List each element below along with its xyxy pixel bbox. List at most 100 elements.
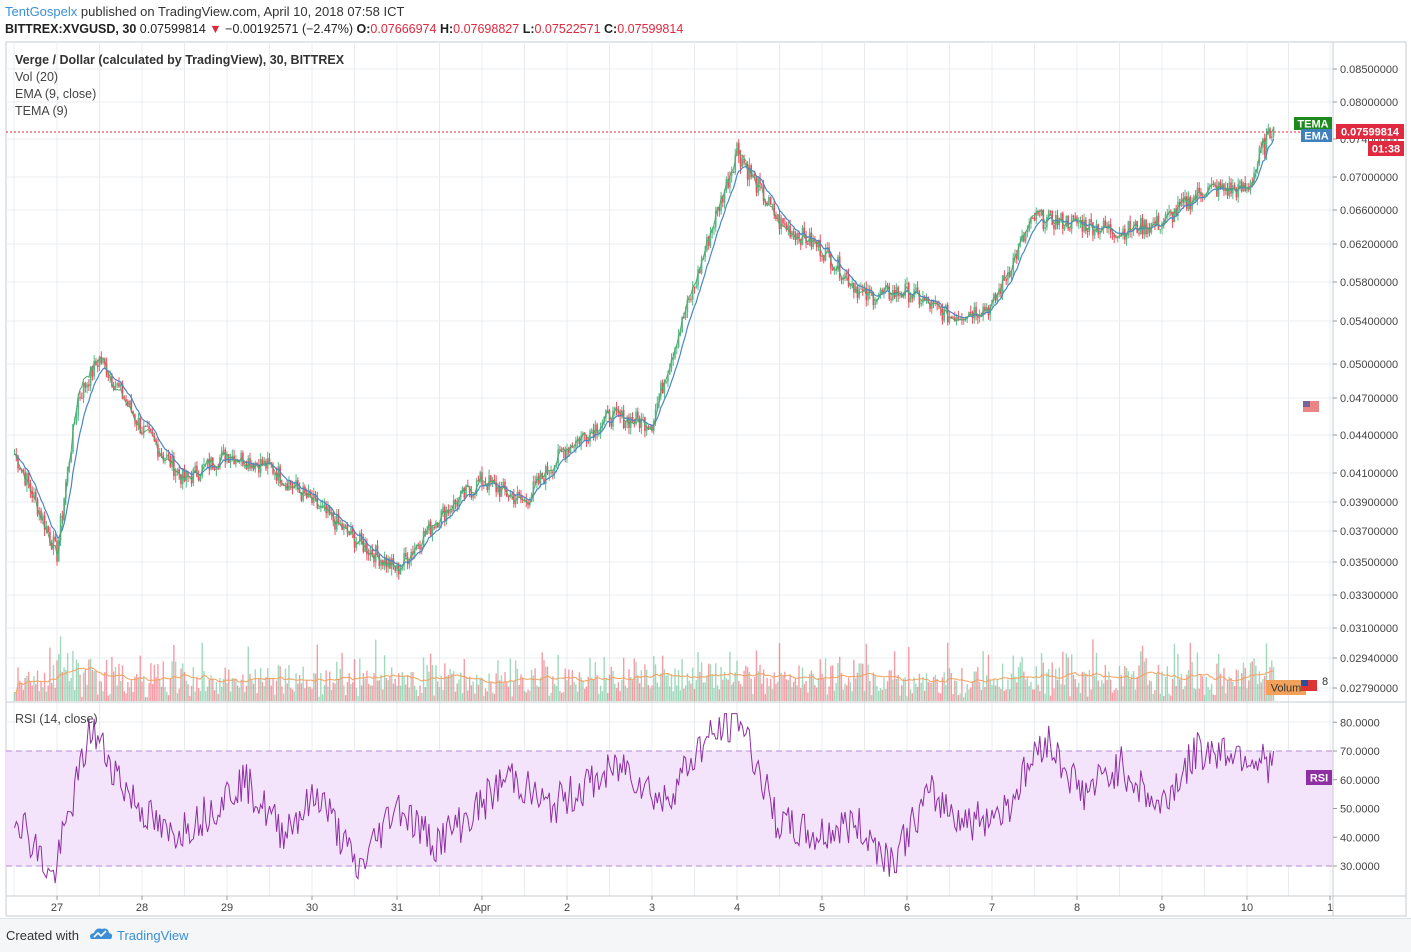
volume-bar — [107, 695, 110, 701]
candle-body — [235, 459, 237, 465]
candle-body — [86, 384, 88, 388]
volume-bar — [330, 689, 333, 701]
volume-bar — [256, 693, 258, 701]
volume-bar — [906, 696, 908, 701]
volume-bar — [955, 681, 958, 701]
candle-body — [351, 528, 354, 533]
candle-body — [451, 510, 453, 512]
volume-bar — [511, 696, 513, 701]
volume-bar — [924, 690, 926, 701]
tradingview-link[interactable]: TradingView — [117, 928, 189, 943]
time-tick-label: 7 — [989, 902, 995, 914]
candle-body — [318, 508, 320, 510]
volume-bar — [821, 673, 823, 701]
volume-bar — [805, 681, 807, 701]
tradingview-cloud-icon — [90, 928, 113, 939]
candle-body — [989, 304, 992, 316]
volume-bar — [660, 673, 662, 701]
candle-body — [1003, 275, 1006, 279]
volume-bar — [1202, 676, 1204, 701]
volume-bar — [869, 680, 871, 701]
candle-body — [119, 383, 122, 387]
volume-bar — [985, 675, 988, 701]
close-value: 0.07599814 — [617, 22, 684, 36]
rsi-overbought-oversold-band — [6, 751, 1333, 866]
volume-bar — [532, 675, 535, 701]
volume-bar — [304, 688, 306, 701]
volume-bar — [810, 670, 813, 701]
volume-bar — [35, 683, 37, 701]
volume-bar — [748, 671, 751, 701]
volume-bar — [1017, 667, 1020, 701]
candle-body — [566, 448, 568, 459]
candle-body — [95, 360, 97, 366]
time-axis[interactable]: 27 28 29 30 31 Apr 2 3 4 5 6 7 8 9 10 1 — [51, 896, 1333, 914]
rsi-legend[interactable]: RSI (14, close) — [15, 712, 98, 726]
volume-bar — [1256, 683, 1259, 701]
volume-bar — [194, 691, 196, 701]
volume-bar — [695, 680, 697, 701]
candle-body — [714, 210, 717, 228]
volume-bar — [1187, 670, 1190, 701]
candle-body — [812, 238, 814, 248]
candle-body — [495, 482, 497, 493]
low-value: 0.07522571 — [534, 22, 601, 36]
candle-body — [210, 457, 212, 470]
volume-bar — [45, 691, 48, 701]
candle-body — [371, 549, 374, 556]
candle-body — [693, 287, 696, 289]
volume-bar — [240, 679, 242, 701]
volume-bar — [548, 695, 550, 701]
volume-bar — [599, 685, 602, 701]
candle-body — [732, 172, 735, 174]
candle-body — [29, 483, 32, 492]
rsi-axis[interactable]: 30.0000 40.0000 50.0000 60.0000 70.0000 80.00… — [1333, 717, 1380, 873]
candle-body — [957, 317, 960, 319]
volume-bar — [143, 675, 145, 701]
volume-bar — [105, 660, 108, 701]
volume-bar — [991, 685, 993, 701]
volume-bar — [491, 692, 494, 701]
volume-bar — [1244, 667, 1246, 701]
candle-body — [328, 506, 331, 515]
ema-legend[interactable]: EMA (9, close) — [15, 87, 97, 101]
volume-bar — [1157, 664, 1160, 701]
candle-body — [1184, 196, 1186, 203]
volume-bar — [346, 682, 349, 701]
tema-legend[interactable]: TEMA (9) — [15, 104, 68, 118]
candle-body — [442, 506, 444, 511]
vol-legend[interactable]: Vol (20) — [15, 70, 59, 84]
volume-bar — [808, 673, 811, 701]
rsi-tick-label: 50.0000 — [1340, 804, 1380, 816]
candle-body — [837, 256, 839, 269]
volume-bar — [560, 692, 563, 701]
volume-bar — [645, 669, 648, 701]
volume-bar — [281, 686, 283, 701]
candle-body — [992, 293, 995, 300]
volume-bar — [438, 687, 441, 701]
volume-bar — [987, 654, 990, 701]
volume-bar — [275, 680, 278, 701]
candle-body — [784, 223, 786, 225]
price-chart[interactable]: 0.02790000 0.02940000 0.03100000 0.03300000… — [0, 0, 1411, 918]
volume-bar — [403, 676, 405, 701]
volume-bar — [458, 679, 460, 701]
volume-bar — [1207, 686, 1209, 701]
price-axis[interactable]: 0.02790000 0.02940000 0.03100000 0.03300000… — [1333, 64, 1398, 695]
volume-bar — [764, 693, 767, 701]
candle-body — [684, 311, 687, 319]
candle-body — [1040, 209, 1043, 216]
volume-bar — [394, 678, 396, 701]
candle-body — [502, 481, 505, 486]
candle-body — [1042, 209, 1045, 229]
volume-bar — [19, 680, 21, 701]
candle-body — [449, 510, 451, 514]
volume-bar — [254, 669, 257, 701]
volume-bar — [934, 674, 937, 701]
rsi-badge: RSI — [1306, 770, 1332, 785]
chart-title: Verge / Dollar (calculated by TradingVie… — [15, 53, 345, 67]
author-link[interactable]: TentGospelx — [5, 4, 78, 19]
volume-bar — [442, 689, 444, 701]
volume-bar — [927, 682, 929, 701]
candle-body — [810, 232, 813, 248]
